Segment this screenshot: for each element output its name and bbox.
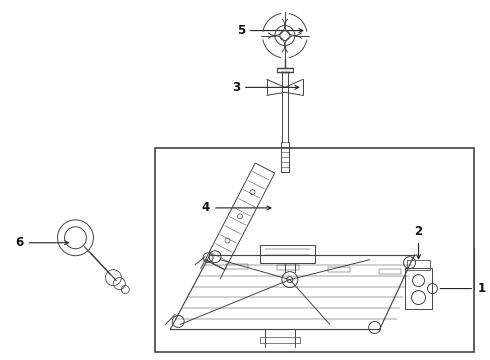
Text: 5: 5 [237, 24, 303, 37]
Bar [155, 148, 474, 352]
Text: 3: 3 [232, 81, 299, 94]
Text: 2: 2 [415, 225, 422, 258]
Bar [407, 260, 431, 270]
Bar [405, 268, 433, 310]
Text: 4: 4 [202, 201, 271, 215]
Bar [379, 269, 401, 274]
Bar [328, 267, 350, 272]
Bar [226, 264, 247, 269]
Text: 6: 6 [15, 236, 69, 249]
Text: 1: 1 [477, 282, 486, 295]
Bar [277, 265, 299, 270]
Bar [260, 245, 315, 263]
